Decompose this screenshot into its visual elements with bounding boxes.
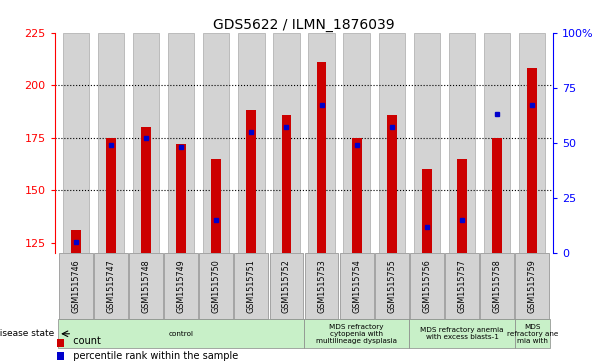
Text: GSM1515759: GSM1515759 bbox=[528, 259, 537, 313]
Text: MDS refractory anemia
with excess blasts-1: MDS refractory anemia with excess blasts… bbox=[420, 327, 504, 340]
Bar bbox=[422, 169, 432, 253]
FancyBboxPatch shape bbox=[164, 253, 198, 319]
Text: GSM1515755: GSM1515755 bbox=[387, 259, 396, 313]
FancyBboxPatch shape bbox=[235, 253, 268, 319]
FancyBboxPatch shape bbox=[480, 253, 514, 319]
Bar bbox=[98, 33, 124, 253]
Text: MDS
refractory ane
mia with: MDS refractory ane mia with bbox=[506, 324, 558, 344]
FancyBboxPatch shape bbox=[59, 253, 92, 319]
Bar bbox=[519, 33, 545, 253]
Bar bbox=[457, 159, 467, 253]
Text: GSM1515754: GSM1515754 bbox=[352, 259, 361, 313]
FancyBboxPatch shape bbox=[58, 319, 304, 348]
Bar bbox=[141, 127, 151, 253]
Text: GSM1515758: GSM1515758 bbox=[492, 259, 502, 313]
Text: GSM1515752: GSM1515752 bbox=[282, 259, 291, 313]
FancyBboxPatch shape bbox=[410, 253, 444, 319]
Text: GSM1515751: GSM1515751 bbox=[247, 259, 256, 313]
Bar bbox=[273, 33, 300, 253]
Text: control: control bbox=[168, 331, 193, 337]
Text: GSM1515746: GSM1515746 bbox=[71, 259, 80, 313]
FancyBboxPatch shape bbox=[340, 253, 373, 319]
Text: GSM1515750: GSM1515750 bbox=[212, 259, 221, 313]
FancyBboxPatch shape bbox=[375, 253, 409, 319]
Text: GSM1515749: GSM1515749 bbox=[176, 259, 185, 313]
FancyBboxPatch shape bbox=[269, 253, 303, 319]
Bar bbox=[63, 33, 89, 253]
Bar bbox=[282, 114, 291, 253]
FancyBboxPatch shape bbox=[514, 319, 550, 348]
FancyBboxPatch shape bbox=[304, 319, 409, 348]
Bar bbox=[71, 230, 81, 253]
Bar bbox=[379, 33, 405, 253]
Bar bbox=[352, 138, 362, 253]
Bar bbox=[344, 33, 370, 253]
Bar bbox=[106, 138, 116, 253]
Bar bbox=[203, 33, 229, 253]
Bar bbox=[449, 33, 475, 253]
Text: GSM1515753: GSM1515753 bbox=[317, 259, 326, 313]
Text: GSM1515747: GSM1515747 bbox=[106, 259, 116, 313]
Bar bbox=[308, 33, 335, 253]
Text: percentile rank within the sample: percentile rank within the sample bbox=[67, 351, 238, 361]
FancyBboxPatch shape bbox=[445, 253, 479, 319]
FancyBboxPatch shape bbox=[129, 253, 163, 319]
Text: disease state: disease state bbox=[0, 329, 54, 338]
FancyBboxPatch shape bbox=[409, 319, 514, 348]
Text: GSM1515757: GSM1515757 bbox=[457, 259, 466, 313]
Bar bbox=[168, 33, 195, 253]
Bar bbox=[176, 144, 186, 253]
Text: MDS refractory
cytopenia with
multilineage dysplasia: MDS refractory cytopenia with multilinea… bbox=[316, 324, 397, 344]
Bar bbox=[246, 110, 256, 253]
Text: count: count bbox=[67, 336, 101, 346]
FancyBboxPatch shape bbox=[199, 253, 233, 319]
FancyBboxPatch shape bbox=[305, 253, 339, 319]
Text: GSM1515748: GSM1515748 bbox=[142, 259, 151, 313]
FancyBboxPatch shape bbox=[516, 253, 549, 319]
Bar bbox=[133, 33, 159, 253]
Bar bbox=[212, 159, 221, 253]
Bar bbox=[492, 138, 502, 253]
Bar bbox=[317, 62, 326, 253]
Bar bbox=[238, 33, 264, 253]
Title: GDS5622 / ILMN_1876039: GDS5622 / ILMN_1876039 bbox=[213, 18, 395, 32]
Bar bbox=[527, 68, 537, 253]
Bar bbox=[484, 33, 510, 253]
Bar bbox=[413, 33, 440, 253]
FancyBboxPatch shape bbox=[94, 253, 128, 319]
Bar bbox=[387, 114, 396, 253]
Text: GSM1515756: GSM1515756 bbox=[423, 259, 432, 313]
